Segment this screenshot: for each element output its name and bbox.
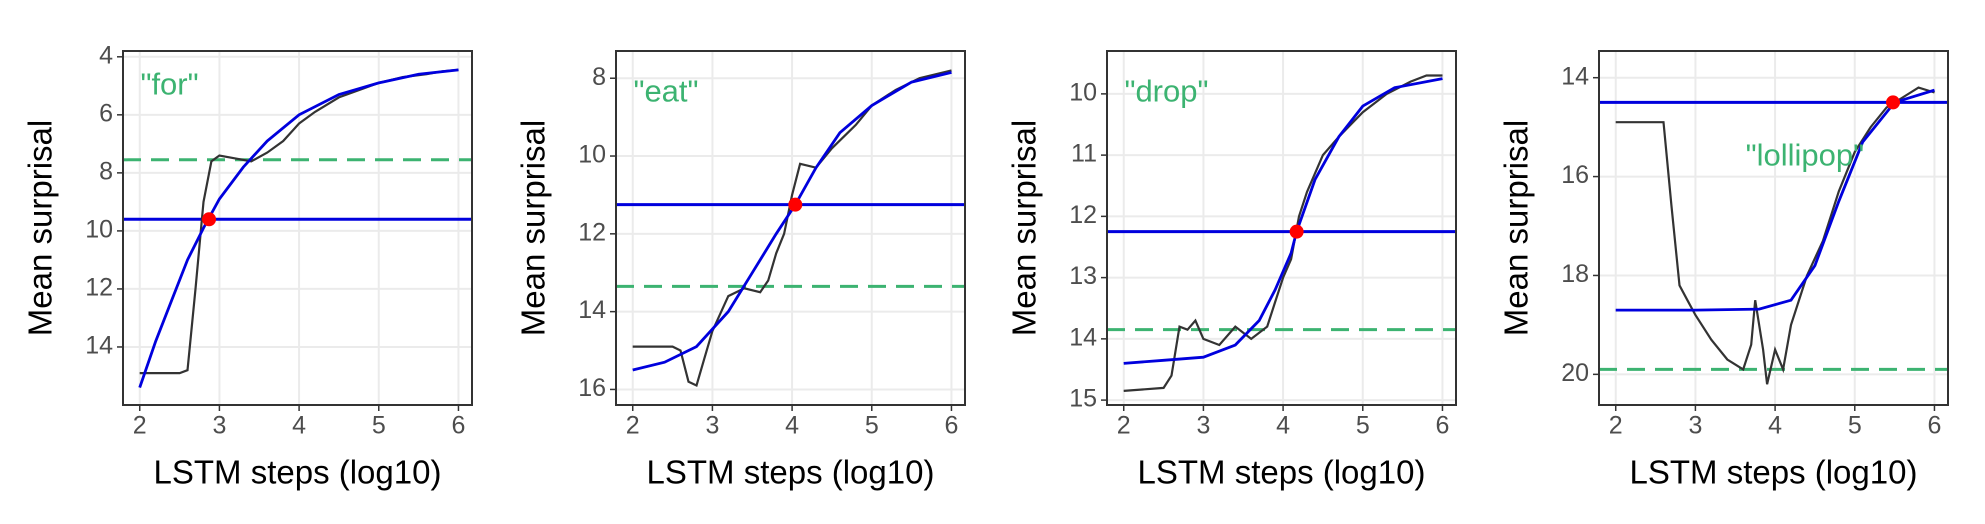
y-tick-label: 8 — [99, 157, 113, 185]
y-tick-label: 8 — [592, 63, 606, 91]
y-tick-label: 12 — [578, 218, 606, 246]
annotation: "eat" — [633, 74, 698, 109]
series-line — [1615, 88, 1935, 312]
y-tick-label: 14 — [1069, 323, 1097, 351]
series-line — [138, 68, 459, 389]
plot-border — [1106, 50, 1457, 406]
x-tick-label: 4 — [1768, 412, 1782, 440]
y-tick-label: 10 — [578, 141, 606, 169]
series-line — [1123, 74, 1443, 392]
x-axis-label: LSTM steps (log10) — [1630, 454, 1918, 491]
series-line — [632, 71, 952, 372]
x-tick-label: 6 — [452, 412, 466, 440]
x-tick-label: 4 — [785, 412, 799, 440]
x-tick-label: 2 — [626, 412, 640, 440]
y-tick-label: 4 — [99, 41, 113, 69]
y-tick-label: 10 — [85, 216, 113, 244]
x-tick-label: 5 — [1356, 412, 1370, 440]
annotation: "for" — [140, 67, 198, 102]
x-tick-label: 3 — [1688, 412, 1702, 440]
x-tick-label: 6 — [945, 412, 959, 440]
y-tick-label: 20 — [1561, 359, 1589, 387]
y-tick-label: 14 — [1561, 62, 1589, 90]
x-tick-label: 5 — [1848, 412, 1862, 440]
x-tick-label: 5 — [865, 412, 879, 440]
y-tick-label: 16 — [578, 374, 606, 402]
point — [1289, 224, 1304, 239]
x-axis-label: LSTM steps (log10) — [154, 454, 442, 491]
point — [202, 212, 217, 227]
x-tick-label: 2 — [1609, 412, 1623, 440]
plot-border — [1598, 50, 1949, 406]
series-line — [1123, 77, 1443, 365]
y-tick-label: 14 — [85, 332, 113, 360]
plot-border — [122, 50, 473, 406]
y-axis-label: Mean surprisal — [22, 120, 59, 336]
x-tick-label: 6 — [1436, 412, 1450, 440]
x-axis-label: LSTM steps (log10) — [1138, 454, 1426, 491]
y-tick-label: 18 — [1561, 260, 1589, 288]
x-tick-label: 3 — [212, 412, 226, 440]
x-tick-label: 3 — [1196, 412, 1210, 440]
plot-border — [615, 50, 966, 406]
point — [1886, 95, 1901, 110]
x-tick-label: 6 — [1928, 412, 1942, 440]
plot-background — [1107, 51, 1456, 405]
annotation: "drop" — [1124, 74, 1208, 109]
y-tick-label: 13 — [1069, 262, 1097, 290]
y-tick-label: 12 — [85, 274, 113, 302]
x-tick-label: 4 — [1276, 412, 1290, 440]
y-tick-label: 12 — [1069, 201, 1097, 229]
x-tick-label: 5 — [372, 412, 386, 440]
y-tick-label: 11 — [1071, 140, 1097, 168]
y-axis-label: Mean surprisal — [1006, 120, 1043, 336]
y-tick-label: 15 — [1069, 385, 1097, 413]
plot-background — [123, 51, 472, 405]
x-tick-label: 2 — [1117, 412, 1131, 440]
y-tick-label: 6 — [99, 99, 113, 127]
x-tick-label: 2 — [133, 412, 147, 440]
y-tick-label: 16 — [1561, 161, 1589, 189]
y-tick-label: 14 — [578, 296, 606, 324]
y-tick-label: 10 — [1069, 78, 1097, 106]
annotation: "lollipop" — [1746, 137, 1865, 172]
x-tick-label: 4 — [292, 412, 306, 440]
plot-background — [616, 51, 965, 405]
series-line — [1615, 86, 1935, 385]
x-axis-label: LSTM steps (log10) — [647, 454, 935, 491]
y-axis-label: Mean surprisal — [1498, 120, 1535, 336]
point — [788, 197, 803, 212]
y-axis-label: Mean surprisal — [515, 120, 552, 336]
x-tick-label: 3 — [705, 412, 719, 440]
